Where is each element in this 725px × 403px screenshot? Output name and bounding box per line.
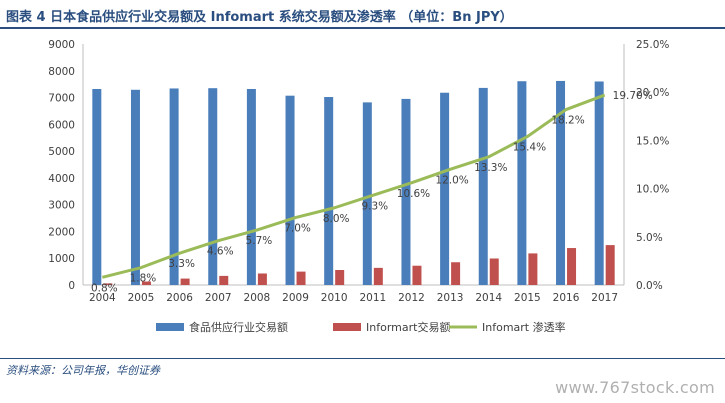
bar-infomart	[528, 253, 538, 285]
rate-data-label: 4.6%	[207, 246, 234, 258]
rate-data-label: 10.6%	[397, 188, 430, 200]
rate-data-label: 12.0%	[435, 174, 468, 186]
bar-infomart	[141, 281, 151, 285]
bar-infomart	[296, 271, 306, 285]
source-note: 资料来源：公司年报，华创证券	[6, 364, 160, 377]
bar-industry	[401, 98, 411, 286]
bar-infomart	[412, 265, 422, 285]
bar-infomart	[335, 270, 345, 285]
bar-infomart	[103, 283, 113, 285]
x-tick-label: 2016	[553, 292, 580, 304]
bar-infomart	[605, 245, 615, 285]
bar-industry	[285, 95, 295, 285]
right-tick-label: 10.0%	[636, 184, 669, 196]
rate-data-label: 7.0%	[284, 223, 311, 235]
rate-data-label: 5.7%	[246, 235, 273, 247]
left-tick-label: 4000	[48, 173, 75, 185]
rate-data-label: 15.4%	[513, 142, 546, 154]
rate-data-label: 8.0%	[323, 213, 350, 225]
left-tick-label: 3000	[48, 200, 75, 212]
bar-industry	[517, 81, 527, 285]
left-tick-label: 8000	[48, 66, 75, 78]
left-tick-label: 6000	[48, 119, 75, 131]
x-tick-label: 2009	[282, 292, 309, 304]
legend-swatch-infomart	[333, 323, 361, 331]
right-tick-label: 20.0%	[636, 87, 669, 99]
right-tick-label: 25.0%	[636, 39, 669, 51]
left-tick-label: 0	[68, 280, 75, 292]
bar-industry	[246, 88, 256, 285]
rate-data-label: 0.8%	[91, 282, 118, 294]
left-tick-label: 1000	[48, 253, 75, 265]
right-tick-label: 15.0%	[636, 135, 669, 147]
x-tick-label: 2007	[205, 292, 232, 304]
bar-infomart	[567, 248, 577, 285]
legend-swatch-industry	[156, 323, 184, 331]
bar-infomart	[373, 267, 383, 285]
bar-infomart	[180, 278, 190, 285]
x-tick-label: 2006	[166, 292, 193, 304]
bar-industry	[208, 88, 218, 285]
rate-data-label: 1.8%	[130, 273, 157, 285]
left-tick-label: 7000	[48, 93, 75, 105]
x-tick-label: 2017	[591, 292, 618, 304]
x-tick-label: 2013	[437, 292, 464, 304]
bar-industry	[594, 81, 604, 285]
x-tick-label: 2015	[514, 292, 541, 304]
rate-data-label: 13.3%	[474, 162, 507, 174]
rate-data-label: 9.3%	[361, 200, 388, 212]
rate-data-label: 3.3%	[168, 258, 195, 270]
left-tick-label: 5000	[48, 146, 75, 158]
bar-industry	[556, 80, 566, 285]
bar-industry	[478, 87, 488, 285]
x-tick-label: 2004	[89, 292, 116, 304]
bar-infomart	[451, 262, 461, 285]
bar-industry	[130, 89, 140, 285]
x-tick-label: 2012	[398, 292, 425, 304]
rate-data-label: 19.70%	[613, 90, 653, 102]
x-tick-label: 2014	[475, 292, 502, 304]
legend-label-industry: 食品供应行业交易额	[189, 320, 288, 334]
watermark: www.767stock.com	[555, 378, 715, 397]
bar-industry	[169, 88, 179, 285]
x-tick-label: 2005	[128, 292, 155, 304]
right-tick-label: 5.0%	[636, 232, 663, 244]
bar-infomart	[489, 258, 499, 285]
right-tick-label: 0.0%	[636, 280, 663, 292]
x-tick-label: 2010	[321, 292, 348, 304]
legend-label-rate: Infomart 渗透率	[482, 320, 566, 334]
legend-label-infomart: Informart交易额	[366, 320, 450, 334]
figure-title: 图表 4 日本食品供应行业交易额及 Infomart 系统交易额及渗透率 （单位…	[6, 10, 513, 25]
x-tick-label: 2008	[244, 292, 271, 304]
footer-rule	[0, 358, 725, 359]
rate-data-label: 18.2%	[551, 115, 584, 127]
figure-header: 图表 4 日本食品供应行业交易额及 Infomart 系统交易额及渗透率 （单位…	[0, 0, 725, 29]
bar-infomart	[257, 273, 267, 285]
x-tick-label: 2011	[359, 292, 386, 304]
bar-industry	[324, 97, 334, 286]
bar-industry	[92, 88, 102, 285]
title-rule	[0, 27, 725, 29]
left-tick-label: 9000	[48, 39, 75, 51]
bar-infomart	[219, 275, 229, 285]
bar-industry	[440, 92, 450, 285]
penetration-line	[101, 93, 606, 279]
left-tick-label: 2000	[48, 226, 75, 238]
bar-industry	[362, 102, 372, 286]
combo-chart: 0 1000 2000 3000 4000 5000 6000 7000 8000 9000 0.0…	[48, 39, 669, 334]
